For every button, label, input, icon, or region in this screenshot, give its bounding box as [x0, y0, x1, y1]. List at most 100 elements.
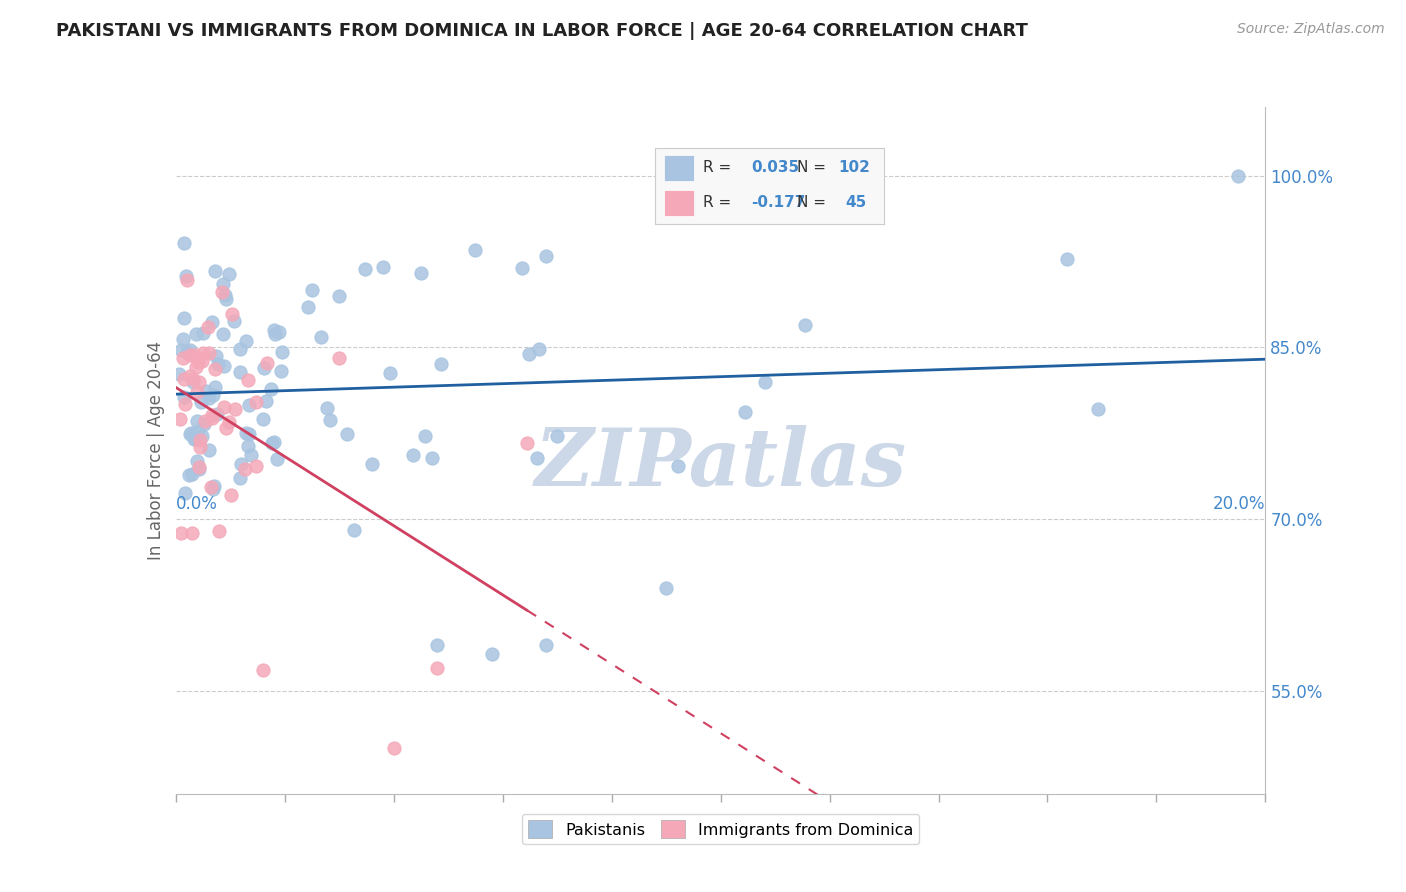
Text: PAKISTANI VS IMMIGRANTS FROM DOMINICA IN LABOR FORCE | AGE 20-64 CORRELATION CHA: PAKISTANI VS IMMIGRANTS FROM DOMINICA IN… — [56, 22, 1028, 40]
Point — [512, 261, 534, 276]
Point — [172, 351, 194, 365]
Point — [204, 379, 226, 393]
Text: -0.177: -0.177 — [751, 194, 806, 210]
Text: 45: 45 — [845, 194, 866, 210]
Point — [270, 345, 292, 359]
Point — [180, 425, 202, 440]
Point — [315, 401, 337, 415]
Text: N =: N = — [797, 194, 831, 210]
Point — [208, 524, 231, 538]
Point — [215, 292, 238, 306]
Point — [218, 268, 240, 282]
Point — [202, 479, 225, 493]
Point — [176, 273, 198, 287]
Point — [200, 315, 222, 329]
Point — [229, 365, 252, 379]
Point — [214, 401, 236, 415]
Point — [238, 398, 260, 412]
Point — [202, 483, 225, 497]
Point — [207, 358, 229, 372]
Point — [239, 448, 262, 462]
Point — [429, 358, 451, 372]
Point — [173, 235, 195, 250]
Point — [179, 468, 201, 483]
Point — [187, 376, 209, 390]
Text: 20.0%: 20.0% — [1213, 495, 1265, 513]
Point — [526, 450, 548, 465]
Point — [179, 347, 201, 361]
Point — [328, 289, 350, 303]
Point — [668, 459, 690, 474]
Point — [235, 334, 257, 349]
Point — [360, 457, 382, 471]
Point — [181, 525, 204, 540]
Point — [252, 663, 274, 677]
Point — [179, 343, 201, 357]
Point — [191, 345, 214, 359]
Point — [197, 320, 219, 334]
Point — [267, 325, 290, 339]
Point — [754, 375, 776, 389]
Point — [236, 439, 259, 453]
Point — [194, 384, 217, 398]
Point — [224, 314, 246, 328]
Point — [212, 326, 235, 341]
Point — [1087, 401, 1109, 416]
Point — [204, 263, 226, 277]
Point — [173, 397, 195, 411]
Point — [481, 647, 503, 661]
Point — [309, 330, 332, 344]
Point — [655, 581, 678, 595]
Point — [734, 404, 756, 418]
Point — [252, 412, 274, 426]
Point — [186, 432, 208, 446]
Point — [382, 741, 405, 756]
Point — [170, 525, 193, 540]
Point — [420, 451, 443, 466]
Point — [464, 243, 486, 257]
Point — [184, 359, 207, 374]
Bar — [665, 155, 695, 181]
Point — [371, 260, 394, 275]
Point — [1056, 252, 1078, 267]
Point — [229, 471, 252, 485]
Point — [197, 392, 219, 406]
Point — [194, 414, 217, 428]
Point — [191, 326, 214, 340]
Point — [186, 385, 208, 400]
Point — [409, 266, 432, 280]
Point — [343, 523, 366, 537]
Point — [235, 425, 257, 440]
Text: Source: ZipAtlas.com: Source: ZipAtlas.com — [1237, 22, 1385, 37]
Point — [426, 661, 449, 675]
Point — [380, 366, 402, 380]
Point — [187, 460, 209, 475]
Point — [197, 442, 219, 457]
Point — [181, 372, 204, 386]
Point — [211, 285, 233, 299]
Point — [335, 427, 357, 442]
Point — [413, 429, 436, 443]
Point — [263, 434, 285, 449]
Point — [1227, 169, 1250, 183]
Point — [173, 372, 195, 386]
Point — [200, 411, 222, 425]
Point — [190, 353, 212, 368]
Point — [187, 355, 209, 369]
Point — [183, 433, 205, 447]
Point — [184, 327, 207, 342]
Point — [201, 408, 224, 422]
Point — [190, 433, 212, 447]
Point — [253, 360, 276, 375]
Point — [263, 327, 285, 342]
Point — [181, 375, 204, 389]
Text: 0.035: 0.035 — [751, 160, 800, 175]
Point — [172, 332, 194, 346]
Point — [176, 269, 198, 284]
Point — [231, 457, 253, 471]
Point — [221, 307, 243, 321]
Bar — [665, 190, 695, 216]
Point — [301, 283, 323, 297]
Point — [187, 462, 209, 476]
Point — [186, 414, 208, 428]
